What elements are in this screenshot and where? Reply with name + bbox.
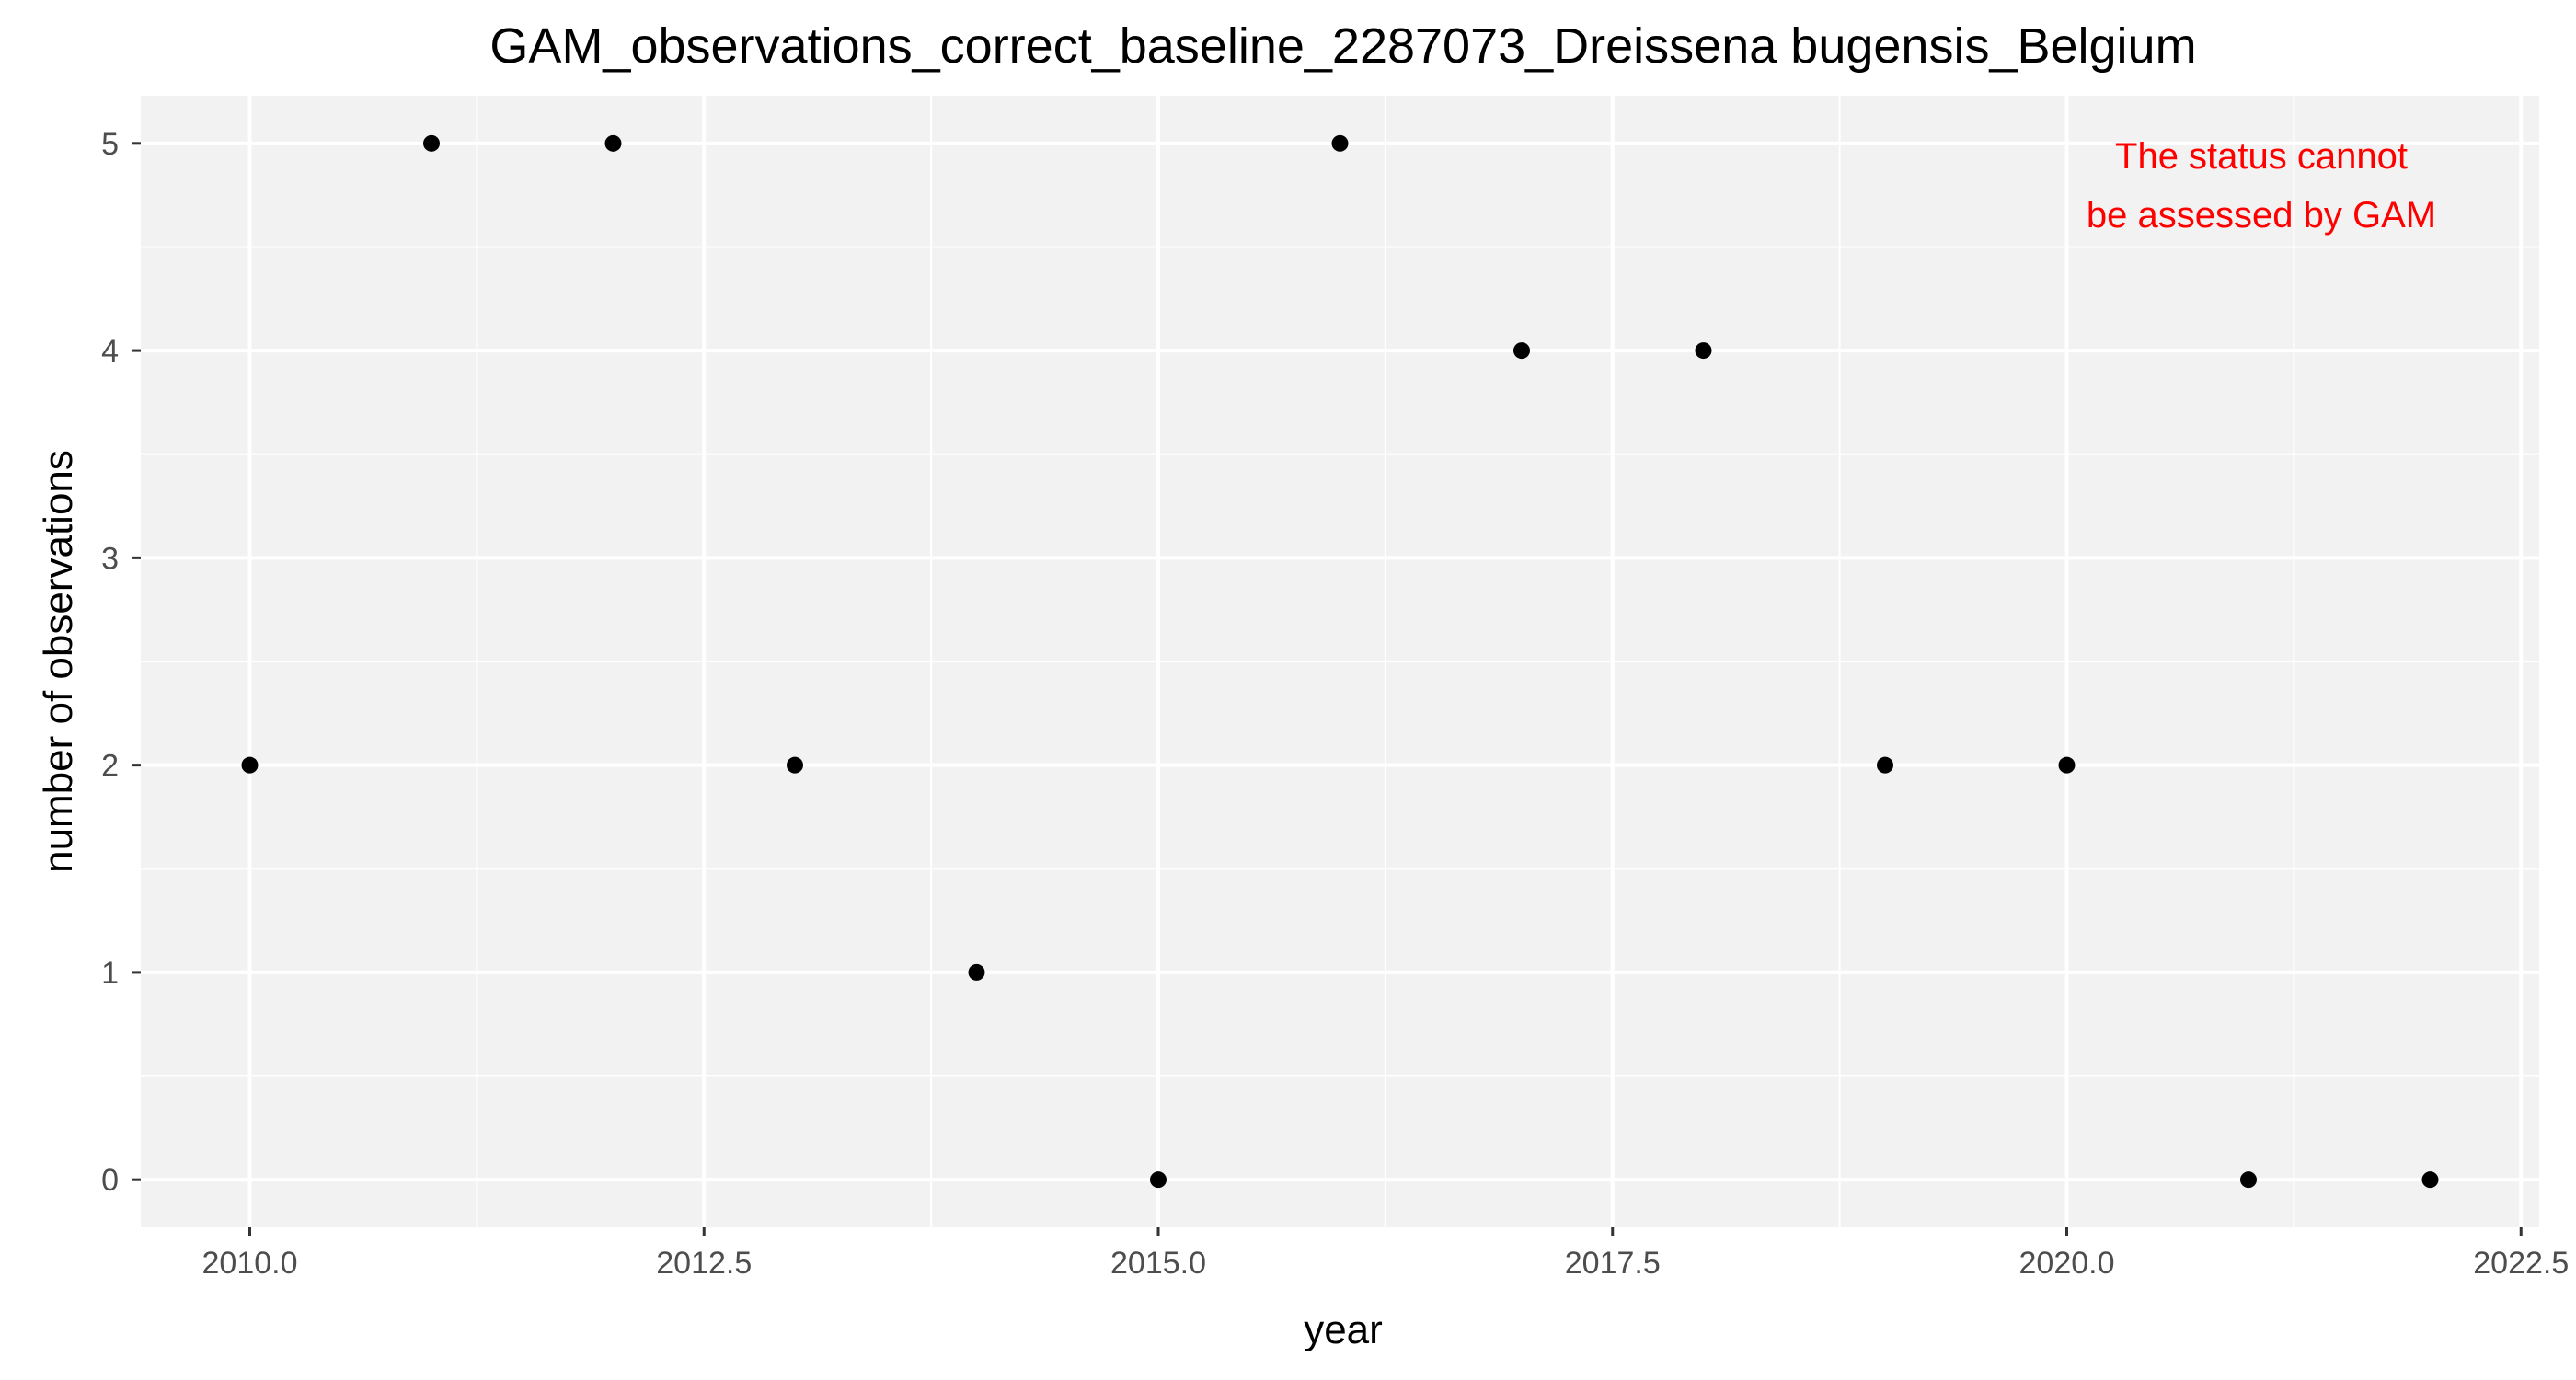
x-tick-label: 2012.5: [656, 1246, 752, 1281]
data-point: [1877, 756, 1893, 774]
data-points: [241, 134, 2439, 1189]
y-tick-label: 3: [101, 541, 119, 576]
data-point: [1331, 134, 1349, 152]
axis-ticks: [132, 142, 2523, 1236]
data-point: [1513, 342, 1530, 360]
data-point: [241, 756, 259, 774]
y-tick-label: 4: [101, 334, 119, 369]
data-point: [1695, 342, 1712, 360]
y-tick-label: 1: [101, 956, 119, 991]
data-point: [968, 963, 985, 981]
y-tick-label: 0: [101, 1163, 119, 1198]
x-axis-tick-labels: 2010.0 2012.5 2015.0 2017.5 2020.0 2022.5: [202, 1246, 2570, 1281]
x-tick-label: 2015.0: [1110, 1246, 1206, 1281]
data-point: [604, 134, 622, 152]
data-point: [1150, 1171, 1167, 1189]
x-tick-label: 2017.5: [1565, 1246, 1661, 1281]
x-tick-label: 2010.0: [202, 1246, 298, 1281]
status-annotation: The status cannot be assessed by GAM: [2087, 136, 2436, 236]
y-axis-tick-labels: 0 1 2 3 4 5: [101, 127, 119, 1198]
y-tick-label: 5: [101, 127, 119, 162]
y-axis-label: number of observations: [36, 450, 81, 873]
data-point: [2421, 1171, 2439, 1189]
annotation-line: be assessed by GAM: [2087, 195, 2436, 236]
annotation-line: The status cannot: [2115, 136, 2408, 177]
data-point: [423, 134, 440, 152]
x-tick-label: 2022.5: [2473, 1246, 2569, 1281]
data-point: [787, 756, 803, 774]
y-tick-label: 2: [101, 749, 119, 784]
x-tick-label: 2020.0: [2019, 1246, 2115, 1281]
chart-title: GAM_observations_correct_baseline_228707…: [489, 18, 2196, 74]
x-axis-label: year: [1304, 1307, 1383, 1352]
data-point: [2240, 1171, 2257, 1189]
data-point: [2058, 756, 2076, 774]
